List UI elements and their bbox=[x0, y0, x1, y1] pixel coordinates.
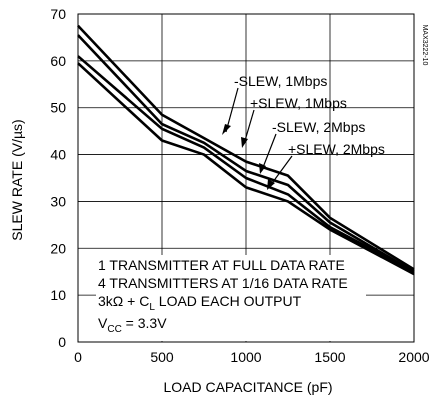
conditions-note: 1 TRANSMITTER AT FULL DATA RATE 4 TRANSM… bbox=[96, 255, 366, 341]
note-line-4: VCC = 3.3V bbox=[98, 315, 167, 335]
arrowhead-pos-slew-2mbps bbox=[267, 179, 275, 190]
note-line-4-sub: CC bbox=[107, 324, 121, 335]
x-tick-label: 1500 bbox=[314, 349, 345, 365]
figure-code: MAX3222-10 bbox=[421, 25, 428, 66]
y-tick-label: 0 bbox=[58, 334, 66, 350]
arrow-pos-slew-2mbps bbox=[269, 155, 293, 187]
arrow-pos-slew-1mbps bbox=[243, 109, 255, 145]
x-tick-label: 2000 bbox=[398, 349, 429, 365]
arrowhead-neg-slew-1mbps bbox=[222, 124, 231, 135]
x-axis-title: LOAD CAPACITANCE (pF) bbox=[163, 379, 332, 395]
note-line-3-sub: L bbox=[149, 302, 155, 313]
y-tick-label: 10 bbox=[50, 287, 66, 303]
series-label-pos-slew-1mbps: +SLEW, 1Mbps bbox=[250, 95, 347, 111]
series-line-0 bbox=[77, 24, 415, 271]
y-tick-label: 40 bbox=[50, 147, 66, 163]
x-tick-label: 500 bbox=[150, 349, 174, 365]
x-tick-label: 1000 bbox=[230, 349, 261, 365]
series-line-3 bbox=[77, 62, 415, 276]
x-tick-label: 0 bbox=[74, 349, 82, 365]
note-line-1: 1 TRANSMITTER AT FULL DATA RATE bbox=[98, 257, 345, 273]
y-tick-label: 50 bbox=[50, 100, 66, 116]
series-group bbox=[77, 24, 415, 276]
plot-frame bbox=[77, 13, 415, 343]
y-axis-title: SLEW RATE (V/µs) bbox=[9, 119, 25, 240]
y-tick-label: 70 bbox=[50, 6, 66, 22]
note-line-4-a: V bbox=[98, 315, 108, 331]
series-line-1 bbox=[77, 34, 415, 273]
series-label-neg-slew-2mbps: -SLEW, 2Mbps bbox=[272, 119, 365, 135]
series-label-pos-slew-2mbps: +SLEW, 2Mbps bbox=[288, 141, 385, 157]
note-line-3-b: LOAD EACH OUTPUT bbox=[155, 293, 302, 309]
note-line-3: 3kΩ + CL LOAD EACH OUTPUT bbox=[98, 293, 302, 313]
y-tick-label: 60 bbox=[50, 53, 66, 69]
arrowhead-pos-slew-1mbps bbox=[241, 137, 248, 148]
series-line-2 bbox=[77, 55, 415, 273]
note-line-2: 4 TRANSMITTERS AT 1/16 DATA RATE bbox=[98, 275, 348, 291]
note-background bbox=[96, 255, 366, 341]
y-tick-label: 30 bbox=[50, 193, 66, 209]
tick-labels: 0 500 1000 1500 2000 0 10 20 30 40 50 60 70 bbox=[50, 6, 429, 365]
series-labels: -SLEW, 1Mbps +SLEW, 1Mbps -SLEW, 2Mbps +… bbox=[222, 73, 385, 190]
series-label-neg-slew-1mbps: -SLEW, 1Mbps bbox=[234, 73, 327, 89]
note-line-4-b: = 3.3V bbox=[122, 315, 167, 331]
note-line-3-a: 3kΩ + C bbox=[98, 293, 149, 309]
arrow-neg-slew-1mbps bbox=[225, 87, 239, 133]
y-tick-label: 20 bbox=[50, 240, 66, 256]
arrow-neg-slew-2mbps bbox=[261, 133, 277, 171]
arrowhead-neg-slew-2mbps bbox=[259, 163, 266, 174]
